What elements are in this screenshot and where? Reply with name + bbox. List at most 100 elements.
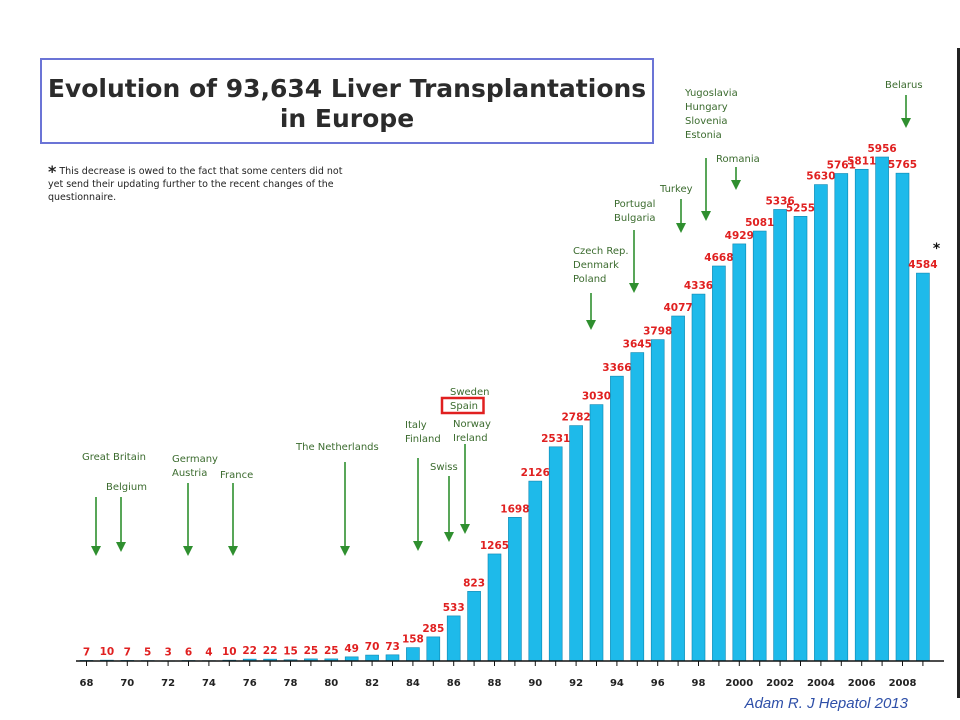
bar-1997 — [671, 315, 685, 662]
x-tick-label-96: 96 — [651, 678, 665, 689]
bar-1983 — [385, 654, 400, 662]
bar-1995 — [630, 352, 645, 662]
chart-title-box: Evolution of 93,634 Liver Transplantatio… — [40, 58, 654, 144]
bar-2007 — [875, 156, 889, 662]
value-label-1980: 25 — [324, 645, 339, 657]
value-label-1974: 4 — [205, 647, 212, 659]
annotation-8-label-0: Norway — [453, 419, 491, 430]
value-label-2004: 5630 — [806, 171, 835, 183]
bar-2008 — [895, 172, 910, 662]
annotation-5-arrow-head — [413, 541, 423, 551]
annotation-10-label-1: Bulgaria — [614, 213, 655, 224]
annotation-6-label-0: Swiss — [430, 462, 458, 473]
annotation-8-arrow-head — [460, 524, 470, 534]
bar-1993 — [589, 404, 604, 662]
annotation-2-label-0: Germany — [172, 454, 218, 465]
value-label-1988: 1265 — [480, 540, 509, 552]
value-label-2000: 4929 — [725, 230, 754, 242]
value-label-1970: 7 — [124, 646, 131, 658]
bar-2003 — [793, 216, 808, 662]
x-tick-label-2000: 2000 — [725, 678, 753, 689]
x-tick-label-80: 80 — [324, 678, 338, 689]
value-label-2009: 4584 — [908, 259, 937, 271]
x-tick-label-84: 84 — [406, 678, 420, 689]
bar-1996 — [650, 339, 665, 662]
x-tick-label-68: 68 — [80, 678, 94, 689]
value-label-1977: 22 — [263, 645, 278, 657]
footnote-star: * — [48, 162, 57, 181]
value-label-2003: 5255 — [786, 202, 815, 214]
value-label-1991: 2531 — [541, 433, 570, 445]
annotation-2-arrow-head — [183, 546, 193, 556]
value-label-1975: 10 — [222, 646, 237, 658]
annotation-11-label-0: Turkey — [659, 184, 693, 195]
value-label-1997: 4077 — [663, 302, 692, 314]
value-label-2008: 5765 — [888, 159, 917, 171]
value-label-1982: 70 — [365, 641, 380, 653]
x-tick-label-78: 78 — [284, 678, 298, 689]
bar-1985 — [426, 636, 441, 662]
annotation-7-label-1: Spain — [450, 401, 478, 412]
annotation-13-arrow-head — [731, 180, 741, 190]
annotation-0-arrow-head — [91, 546, 101, 556]
bar-2009 — [916, 272, 930, 662]
value-label-1973: 6 — [185, 646, 192, 658]
x-tick-label-88: 88 — [488, 678, 502, 689]
value-label-1998: 4336 — [684, 280, 713, 292]
x-tick-label-70: 70 — [120, 678, 134, 689]
value-label-1984: 158 — [402, 634, 424, 646]
annotation-1-label-0: Belgium — [106, 482, 147, 493]
value-label-1969: 10 — [100, 646, 115, 658]
bar-1984 — [406, 647, 420, 662]
bar-2005 — [834, 173, 849, 662]
annotation-6-arrow-head — [444, 532, 454, 542]
footnote: * This decrease is owed to the fact that … — [48, 162, 348, 204]
bar-2002 — [773, 209, 787, 662]
bar-2004 — [814, 184, 828, 662]
annotation-5-label-1: Finland — [405, 434, 441, 445]
value-label-2002: 5336 — [765, 195, 794, 207]
last-bar-marker: * — [933, 241, 941, 257]
annotation-14-label-0: Belarus — [885, 80, 923, 91]
value-label-1976: 22 — [242, 645, 257, 657]
x-tick-label-94: 94 — [610, 678, 624, 689]
x-tick-label-98: 98 — [692, 678, 706, 689]
chart-title-line-1: Evolution of 93,634 Liver Transplantatio… — [47, 74, 647, 103]
value-label-1987: 823 — [463, 577, 485, 589]
bar-1999 — [712, 265, 726, 662]
annotation-9-label-2: Poland — [573, 274, 606, 285]
bar-1986 — [446, 615, 461, 662]
x-tick-label-76: 76 — [243, 678, 257, 689]
value-label-2005: 5761 — [827, 160, 856, 172]
annotation-12-label-0: Yugoslavia — [684, 88, 738, 99]
annotation-10-label-0: Portugal — [614, 199, 655, 210]
bar-2001 — [752, 230, 767, 662]
value-label-1985: 285 — [422, 623, 444, 635]
bar-1987 — [467, 591, 481, 662]
annotation-12-arrow-head — [701, 211, 711, 221]
annotation-9-label-1: Denmark — [573, 260, 619, 271]
annotation-13-label-0: Romania — [716, 154, 760, 165]
value-label-1992: 2782 — [561, 412, 590, 424]
value-label-1971: 5 — [144, 647, 151, 659]
bar-2006 — [854, 168, 869, 662]
value-label-1981: 49 — [344, 643, 359, 655]
bar-1982 — [365, 654, 379, 662]
value-label-1989: 1698 — [500, 503, 529, 515]
annotation-0-label-0: Great Britain — [82, 452, 146, 463]
annotation-11-arrow-head — [676, 223, 686, 233]
value-label-1983: 73 — [385, 641, 400, 653]
value-label-1999: 4668 — [704, 252, 733, 264]
value-label-1994: 3366 — [602, 362, 631, 374]
chart-title: Evolution of 93,634 Liver Transplantatio… — [42, 74, 652, 134]
x-tick-label-82: 82 — [365, 678, 379, 689]
x-tick-label-2004: 2004 — [807, 678, 835, 689]
annotation-8-label-1: Ireland — [453, 433, 488, 444]
annotation-3-label-0: France — [220, 470, 253, 481]
bar-1988 — [487, 553, 502, 662]
highlight-box — [440, 396, 485, 415]
x-tick-label-90: 90 — [528, 678, 542, 689]
bar-1989 — [508, 517, 522, 662]
x-tick-label-92: 92 — [569, 678, 583, 689]
